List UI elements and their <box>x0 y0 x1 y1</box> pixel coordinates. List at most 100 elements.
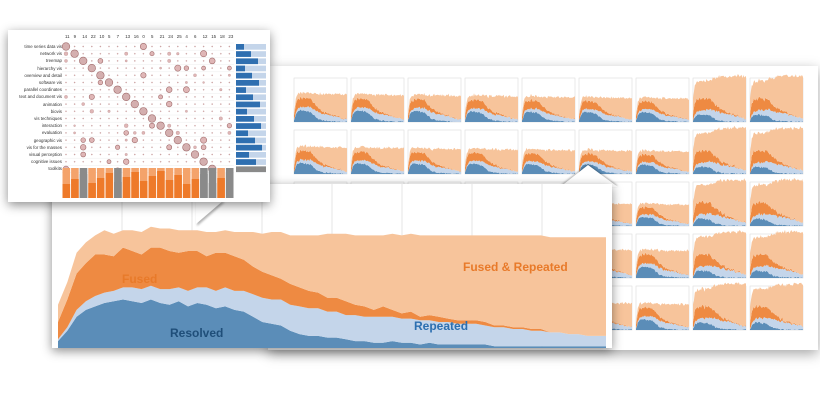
matrix-circle <box>151 160 153 163</box>
matrix-circle <box>177 45 179 48</box>
matrix-circle <box>125 103 127 105</box>
matrix-circle <box>211 110 213 113</box>
matrix-circle <box>168 67 170 69</box>
matrix-circle <box>73 89 76 91</box>
matrix-row-bar <box>236 159 256 165</box>
cell-area-resolved <box>294 162 347 174</box>
cell-area-resolved <box>693 217 746 226</box>
cell-area-resolved <box>351 110 404 122</box>
matrix-row-label: animation <box>42 101 62 107</box>
matrix-row-label: interaction <box>41 123 62 129</box>
matrix-circle <box>159 66 162 70</box>
cell-area-fused-repeated <box>351 145 404 172</box>
cell-area-fused <box>465 151 518 172</box>
cell-area-fused-repeated <box>693 282 746 326</box>
matrix-circle <box>177 110 179 113</box>
matrix-circle <box>134 53 136 55</box>
matrix-circle <box>220 67 222 69</box>
matrix-row-bar <box>236 80 259 86</box>
matrix-circle <box>134 45 136 48</box>
matrix-circle <box>185 160 188 163</box>
matrix-col-label: 14 <box>82 34 88 39</box>
matrix-circle <box>89 137 95 143</box>
matrix-circle <box>81 102 85 106</box>
matrix-circle <box>122 92 131 102</box>
matrix-circle <box>91 74 93 77</box>
matrix-circle <box>65 110 67 113</box>
matrix-circle <box>65 67 67 69</box>
matrix-circle <box>185 109 188 113</box>
matrix-circle <box>65 124 67 127</box>
matrix-circle <box>228 45 231 48</box>
matrix-col-label: 15 <box>211 34 217 39</box>
matrix-row-bar <box>236 123 261 129</box>
matrix-circle <box>211 117 213 120</box>
matrix-circle <box>202 45 205 48</box>
matrix-circle <box>151 103 153 105</box>
matrix-circle <box>91 117 93 120</box>
matrix-row-label: biovis <box>50 108 62 114</box>
cell-area-fused-repeated <box>693 125 746 171</box>
cell-area-repeated <box>636 262 689 278</box>
label-repeated: Repeated <box>414 319 469 333</box>
matrix-circle <box>202 110 205 113</box>
matrix-circle <box>228 153 231 156</box>
matrix-col-label: 9 <box>73 34 77 39</box>
matrix-circle <box>168 153 170 156</box>
matrix-circle <box>228 117 231 120</box>
matrix-circle <box>73 60 76 62</box>
matrix-circle <box>211 89 213 91</box>
matrix-circle <box>151 81 153 84</box>
matrix-circle <box>134 74 136 77</box>
matrix-circle <box>173 135 182 145</box>
cell-area-fused <box>579 100 632 121</box>
matrix-circle <box>151 67 153 69</box>
cell-area-repeated <box>636 213 689 226</box>
matrix-row-bar <box>236 152 249 158</box>
cell-area-resolved <box>750 321 803 330</box>
matrix-col-bar <box>200 174 208 198</box>
matrix-row-label: text and document vis <box>19 94 62 100</box>
cell-area-repeated <box>294 106 347 122</box>
matrix-circle <box>226 123 232 129</box>
cell-area-repeated <box>522 107 575 122</box>
matrix-circle <box>202 153 205 156</box>
matrix-circle <box>200 144 207 151</box>
matrix-circle <box>142 146 145 149</box>
matrix-col-bar <box>114 182 122 198</box>
matrix-row-bar <box>236 144 262 151</box>
matrix-circle <box>159 60 162 62</box>
matrix-circle <box>141 131 146 135</box>
matrix-circle <box>211 103 213 105</box>
matrix-circle <box>177 81 179 84</box>
zoom-area-fused-repeated <box>58 226 606 336</box>
matrix-circle <box>220 132 222 134</box>
cell-area-fused-repeated <box>636 96 689 120</box>
matrix-row-bar <box>236 108 247 115</box>
zoom-area-fused <box>58 247 606 340</box>
matrix-col-label: 5 <box>151 34 154 39</box>
matrix-circle <box>131 137 138 144</box>
matrix-row-bar <box>236 51 251 57</box>
cell-area-repeated <box>750 317 803 330</box>
matrix-circle <box>97 79 104 86</box>
matrix-circle <box>202 132 205 134</box>
matrix-circle <box>182 143 191 152</box>
matrix-circle <box>228 146 231 149</box>
matrix-circle <box>142 139 145 141</box>
cell-area-repeated <box>693 212 746 226</box>
cell-area-repeated <box>408 160 461 174</box>
matrix-circle <box>193 73 197 77</box>
matrix-circle <box>142 117 145 120</box>
matrix-col-bar <box>148 176 157 198</box>
matrix-circle <box>73 131 76 135</box>
cell-area-fused-repeated <box>636 248 689 276</box>
matrix-circle <box>73 96 76 98</box>
matrix-circle <box>113 85 122 94</box>
matrix-row-bar <box>236 137 255 144</box>
matrix-circle <box>159 153 162 156</box>
matrix-circle <box>88 93 95 100</box>
matrix-circle <box>116 132 119 134</box>
matrix-circle <box>91 146 93 149</box>
